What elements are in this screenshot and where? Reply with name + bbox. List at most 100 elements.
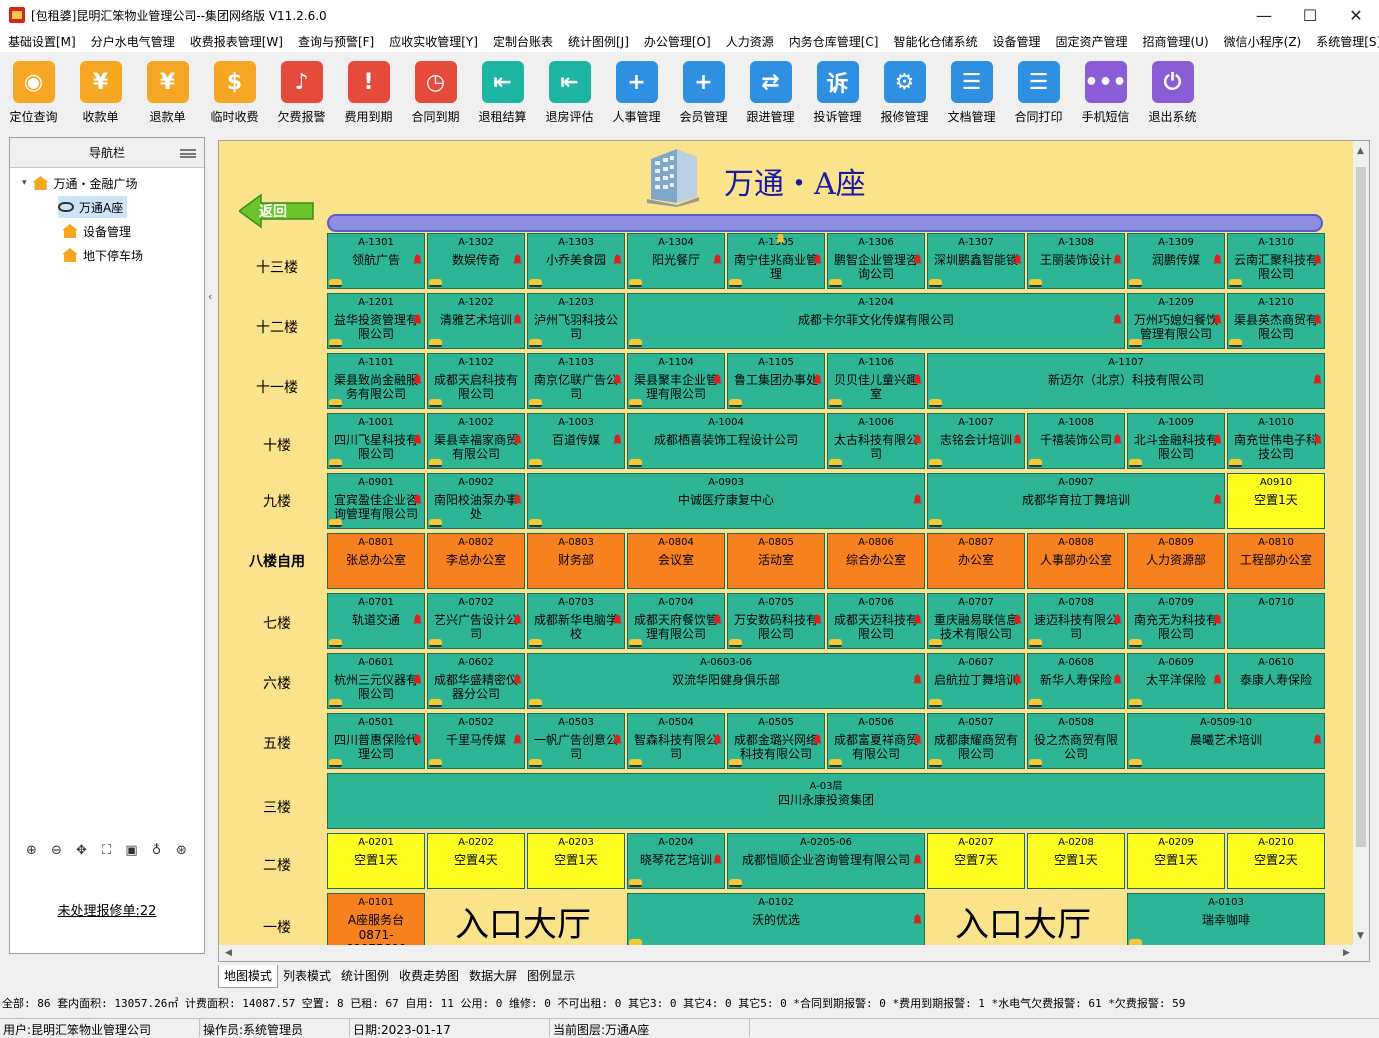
scroll-up-icon[interactable]: ▲ — [1357, 146, 1364, 156]
room-cell[interactable]: A-1008 千禧装饰公司 — [1027, 413, 1125, 469]
menu-item[interactable]: 系统管理[S] — [1316, 34, 1379, 49]
room-cell[interactable]: A-0804 会议室 — [627, 533, 725, 589]
tree-node-parking[interactable]: 地下停车场 — [62, 244, 143, 266]
lightbulb-icon[interactable]: ♁ — [151, 842, 162, 858]
menu-item[interactable]: 定制台账表 — [492, 34, 553, 49]
toolbar-button[interactable]: $ 临时收费 — [201, 54, 268, 128]
room-cell[interactable]: A-0207 空置7天 — [927, 833, 1025, 889]
room-cell[interactable]: A-1104 渠县聚丰企业管理有限公司 — [627, 353, 725, 409]
room-cell[interactable]: A-0705 万安数码科技有限公司 — [727, 593, 825, 649]
scroll-down-icon[interactable]: ▼ — [1357, 931, 1364, 941]
room-cell[interactable]: A-1201 益华投资管理有限公司 — [327, 293, 425, 349]
room-cell[interactable]: A-1303 小乔美食园 — [527, 233, 625, 289]
room-cell[interactable]: A-0602 成都华盛精密仪器分公司 — [427, 653, 525, 709]
room-cell[interactable]: A-1202 清雅艺术培训 — [427, 293, 525, 349]
room-cell[interactable]: A-0505 成都金璐兴网络科技有限公司 — [727, 713, 825, 769]
room-cell[interactable]: A-0609 太平洋保险 — [1127, 653, 1225, 709]
toolbar-button[interactable]: ⇄ 跟进管理 — [737, 54, 804, 128]
toolbar-button[interactable]: 诉投诉管理 — [804, 54, 871, 128]
menu-item[interactable]: 设备管理 — [992, 34, 1041, 49]
toolbar-button[interactable]: ☰ 合同打印 — [1005, 54, 1072, 128]
room-cell[interactable]: A-0504 智森科技有限公司 — [627, 713, 725, 769]
room-cell[interactable]: A-0709 南充无为科技有限公司 — [1127, 593, 1225, 649]
menu-item[interactable]: 办公管理[O] — [643, 34, 711, 49]
room-cell[interactable]: A-0701 轨道交通 — [327, 593, 425, 649]
room-cell[interactable]: A-0607 启航拉丁舞培训 — [927, 653, 1025, 709]
tree-node-tower-a[interactable]: 万通A座 — [58, 196, 128, 218]
tree-node-root[interactable]: ▾ 万通・金融广场 — [22, 172, 138, 194]
room-cell[interactable]: A-1107 新迈尔（北京）科技有限公司 — [927, 353, 1325, 409]
view-tab[interactable]: 统计图例 — [336, 965, 395, 988]
view-tab[interactable]: 地图模式 — [218, 965, 279, 988]
toolbar-button[interactable]: + 人事管理 — [603, 54, 670, 128]
tree-node-equipment[interactable]: 设备管理 — [62, 220, 131, 242]
room-cell[interactable]: A-0201 空置1天 — [327, 833, 425, 889]
room-cell[interactable]: A-0210 空置2天 — [1227, 833, 1325, 889]
room-cell[interactable]: A-1306 鹏智企业管理咨询公司 — [827, 233, 925, 289]
room-cell[interactable]: A-0710 — [1227, 593, 1325, 649]
room-cell[interactable]: A-0103 瑞幸咖啡 — [1127, 893, 1325, 949]
room-cell[interactable]: A-1304 阳光餐厅 — [627, 233, 725, 289]
room-cell[interactable]: A-1007 志铭会计培训 — [927, 413, 1025, 469]
expand-chevron-icon[interactable]: ▾ — [22, 178, 27, 188]
room-cell[interactable]: A-1209 万州巧媳妇餐饮管理有限公司 — [1127, 293, 1225, 349]
toolbar-button[interactable]: ◷ 合同到期 — [402, 54, 469, 128]
view-tab[interactable]: 图例显示 — [522, 965, 581, 988]
scroll-right-icon[interactable]: ▶ — [1343, 948, 1350, 958]
room-cell[interactable]: A-0202 空置4天 — [427, 833, 525, 889]
room-cell[interactable]: A-1301 领航广告 — [327, 233, 425, 289]
room-cell[interactable]: A-1009 北斗金融科技有限公司 — [1127, 413, 1225, 469]
room-cell[interactable]: A-1307 深圳鹏鑫智能锁 — [927, 233, 1025, 289]
menu-item[interactable]: 人力资源 — [725, 34, 774, 49]
pan-icon[interactable]: ✥ — [76, 842, 87, 858]
zoom-out-icon[interactable]: ⊖ — [51, 842, 62, 858]
horizontal-scrollbar[interactable]: ◀ ▶ — [219, 945, 1369, 961]
toolbar-button[interactable]: ⏻ 退出系统 — [1139, 54, 1206, 128]
room-cell[interactable]: A-0502 千里马传媒 — [427, 713, 525, 769]
scroll-left-icon[interactable]: ◀ — [225, 948, 232, 958]
room-cell[interactable]: A-0706 成都天迈科技有限公司 — [827, 593, 925, 649]
room-cell[interactable]: A-1001 四川飞星科技有限公司 — [327, 413, 425, 469]
room-cell[interactable]: A-0610 泰康人寿保险 — [1227, 653, 1325, 709]
room-cell[interactable]: A-1203 泸州飞羽科技公司 — [527, 293, 625, 349]
zoom-in-icon[interactable]: ⊕ — [26, 842, 37, 858]
room-cell[interactable]: A-0608 新华人寿保险 — [1027, 653, 1125, 709]
toolbar-button[interactable]: ☰ 文档管理 — [938, 54, 1005, 128]
vertical-scrollbar[interactable]: ▲ ▼ — [1353, 141, 1369, 947]
fit-extent-icon[interactable]: ⛶ — [101, 842, 112, 858]
room-cell[interactable]: A-0203 空置1天 — [527, 833, 625, 889]
menu-item[interactable]: 内务仓库管理[C] — [788, 34, 879, 49]
room-cell[interactable]: A-0704 成都天府餐饮管理有限公司 — [627, 593, 725, 649]
toolbar-button[interactable]: ⚙ 报修管理 — [871, 54, 938, 128]
room-cell[interactable]: A-1105 鲁工集团办事处 — [727, 353, 825, 409]
room-cell[interactable]: A-0808 人事部办公室 — [1027, 533, 1125, 589]
room-cell[interactable]: A-1310 云南汇聚科技有限公司 — [1227, 233, 1325, 289]
room-cell[interactable]: A-1204 成都卡尔菲文化传媒有限公司 — [627, 293, 1125, 349]
room-cell[interactable]: A-1103 南京亿联广告公司 — [527, 353, 625, 409]
room-cell[interactable]: A-03层 四川永康投资集团 — [327, 773, 1325, 829]
room-cell[interactable]: A-0509-10 晨曦艺术培训 — [1127, 713, 1325, 769]
collapse-sidebar-icon[interactable]: ‹ — [208, 290, 213, 303]
minimize-button[interactable]: — — [1256, 5, 1272, 25]
room-cell[interactable]: A-0204 晓琴花艺培训 — [627, 833, 725, 889]
menu-item[interactable]: 智能化仓储系统 — [893, 34, 978, 49]
close-button[interactable]: ✕ — [1349, 5, 1363, 25]
room-cell[interactable]: A-1003 百道传媒 — [527, 413, 625, 469]
room-cell[interactable]: A-0506 成都富夏祥商贸有限公司 — [827, 713, 925, 769]
room-cell[interactable]: A-0702 艺兴广告设计公司 — [427, 593, 525, 649]
toolbar-button[interactable]: ◉ 定位查询 — [0, 54, 67, 128]
menu-item[interactable]: 查询与预警[F] — [297, 34, 375, 49]
menu-item[interactable]: 统计图例[J] — [567, 34, 629, 49]
menu-item[interactable]: 分户水电气管理 — [90, 34, 175, 49]
menu-item[interactable]: 固定资产管理 — [1055, 34, 1128, 49]
room-cell[interactable]: A-0801 张总办公室 — [327, 533, 425, 589]
room-cell[interactable]: A-0708 速迈科技有限公司 — [1027, 593, 1125, 649]
room-cell[interactable]: A-0703 成都新华电脑学校 — [527, 593, 625, 649]
room-cell[interactable]: A0910 空置1天 — [1227, 473, 1325, 529]
view-tab[interactable]: 数据大屏 — [464, 965, 523, 988]
room-cell[interactable]: A-0807 办公室 — [927, 533, 1025, 589]
room-cell[interactable]: A-1106 贝贝佳儿童兴趣室 — [827, 353, 925, 409]
room-cell[interactable]: A-0209 空置1天 — [1127, 833, 1225, 889]
menu-item[interactable]: 招商管理(U) — [1142, 34, 1209, 49]
